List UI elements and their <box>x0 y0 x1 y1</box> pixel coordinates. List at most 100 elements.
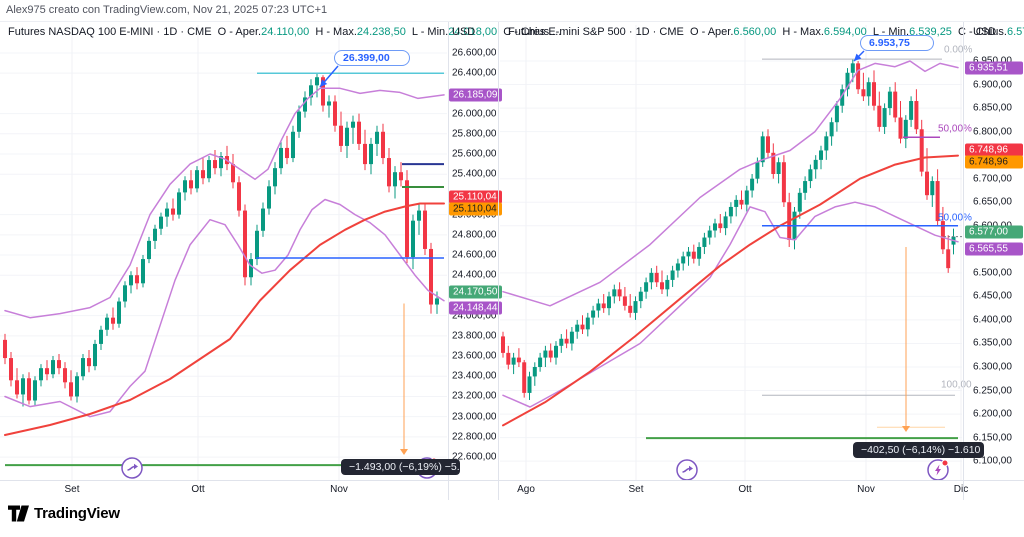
panel-divider[interactable] <box>498 22 499 500</box>
moving-average[interactable] <box>4 202 445 436</box>
symbol-legend-sp500[interactable]: Futures E-mini S&P 500 · 1D · CME O - Ap… <box>508 26 1024 38</box>
candlestick-series[interactable] <box>501 59 956 400</box>
chart-panel-1[interactable] <box>500 25 963 480</box>
candle-body <box>596 303 601 311</box>
legend-label: O - Aper. <box>689 26 734 38</box>
candle-body <box>135 275 139 284</box>
candle-body <box>129 275 133 286</box>
candle-body <box>591 310 596 318</box>
price-badge: 24.170,50 <box>449 285 502 299</box>
moving-average[interactable] <box>502 154 959 427</box>
candle-body <box>33 380 37 401</box>
price-tick: 6.950,00 <box>973 56 1012 67</box>
price-tick: 24.400,00 <box>452 269 497 281</box>
candle-body <box>607 296 611 309</box>
price-tick: 24.000,00 <box>452 310 497 322</box>
candle-body <box>111 317 115 324</box>
time-tick[interactable]: Ott <box>738 484 752 495</box>
price-tick: 6.300,00 <box>973 361 1012 373</box>
forecast-arrow-icon[interactable] <box>676 459 698 481</box>
candle-body <box>381 131 385 159</box>
candle-body <box>601 303 606 309</box>
candle-body <box>87 358 91 367</box>
header-divider <box>0 21 1024 22</box>
legend-label: H - Max. <box>776 26 824 38</box>
scale-divider[interactable] <box>963 22 964 500</box>
candle-body <box>171 208 175 215</box>
candle-body <box>617 289 622 297</box>
price-scale-currency[interactable]: USD <box>973 26 997 38</box>
candle-body <box>393 172 397 187</box>
time-tick[interactable]: Dic <box>953 484 969 495</box>
candle-body <box>935 181 940 222</box>
symbol-legend-nasdaq[interactable]: Futures NASDAQ 100 E-MINI · 1D · CME O -… <box>8 26 561 38</box>
fib-level-label: 50,00% <box>938 123 972 135</box>
candle-body <box>903 119 908 139</box>
price-tick: 6.850,00 <box>973 102 1012 114</box>
candle-body <box>177 192 181 215</box>
bollinger-lower[interactable] <box>4 198 445 418</box>
candle-body <box>723 216 728 229</box>
candle-body <box>309 85 313 98</box>
candle-body <box>279 147 283 169</box>
candle-body <box>612 289 617 297</box>
candle-body <box>755 162 760 179</box>
bollinger-upper[interactable] <box>4 87 445 319</box>
candle-body <box>345 127 349 146</box>
candle-body <box>183 180 187 193</box>
candle-body <box>333 101 337 126</box>
candle-body <box>697 246 702 259</box>
forecast-arrow-icon[interactable] <box>121 457 143 479</box>
lightning-mode-icon[interactable] <box>927 459 949 481</box>
candle-body <box>675 263 680 271</box>
tradingview-logo-icon <box>8 505 29 522</box>
candle-body <box>930 181 935 196</box>
time-tick[interactable]: Ago <box>517 484 535 495</box>
price-callout[interactable]: 26.399,00 <box>334 50 410 66</box>
candle-body <box>739 199 744 205</box>
scale-divider[interactable] <box>448 22 449 500</box>
time-tick[interactable]: Set <box>64 484 80 495</box>
time-tick[interactable]: Nov <box>857 484 875 495</box>
time-tick[interactable]: Set <box>628 484 644 495</box>
candle-body <box>3 339 7 359</box>
time-tick[interactable]: Nov <box>330 484 348 495</box>
candle-body <box>856 63 861 90</box>
candle-body <box>435 298 439 305</box>
price-tick: 23.400,00 <box>452 370 497 382</box>
candle-body <box>622 296 627 306</box>
candle-body <box>21 378 25 395</box>
candle-body <box>511 357 516 365</box>
candle-body <box>81 358 85 377</box>
candle-body <box>57 360 61 369</box>
price-tick: 6.250,00 <box>973 385 1012 397</box>
candle-body <box>946 249 951 269</box>
measure-tooltip: −1.493,00 (−6,19%) −5.9 <box>341 459 460 475</box>
price-scale-currency[interactable]: USD <box>452 26 476 38</box>
legend-value: 24.110,00 <box>261 26 310 38</box>
candle-body <box>45 368 49 375</box>
legend-label: L - Min. <box>405 26 449 38</box>
candle-body <box>213 160 217 169</box>
legend-label: Futures E-mini S&P 500 · 1D · CME <box>508 26 690 38</box>
price-tick: 6.100,00 <box>973 455 1012 467</box>
time-tick[interactable]: Ott <box>191 484 205 495</box>
bollinger-lower[interactable] <box>502 201 959 408</box>
candle-body <box>797 192 802 212</box>
bollinger-upper[interactable] <box>502 60 959 307</box>
candle-body <box>501 336 505 353</box>
candle-body <box>237 182 241 211</box>
candle-body <box>63 368 67 383</box>
candle-body <box>117 301 121 324</box>
candle-body <box>231 164 235 183</box>
candle-body <box>940 221 945 250</box>
tradingview-logo[interactable]: TradingView <box>8 505 120 522</box>
price-callout[interactable]: 6.953,75 <box>860 35 934 51</box>
chart-panel-0[interactable] <box>0 25 448 480</box>
candlestick-series[interactable] <box>3 73 439 407</box>
fib-level-label: 100,00 <box>941 379 972 391</box>
candle-body <box>123 285 127 302</box>
candle-body <box>585 317 590 330</box>
